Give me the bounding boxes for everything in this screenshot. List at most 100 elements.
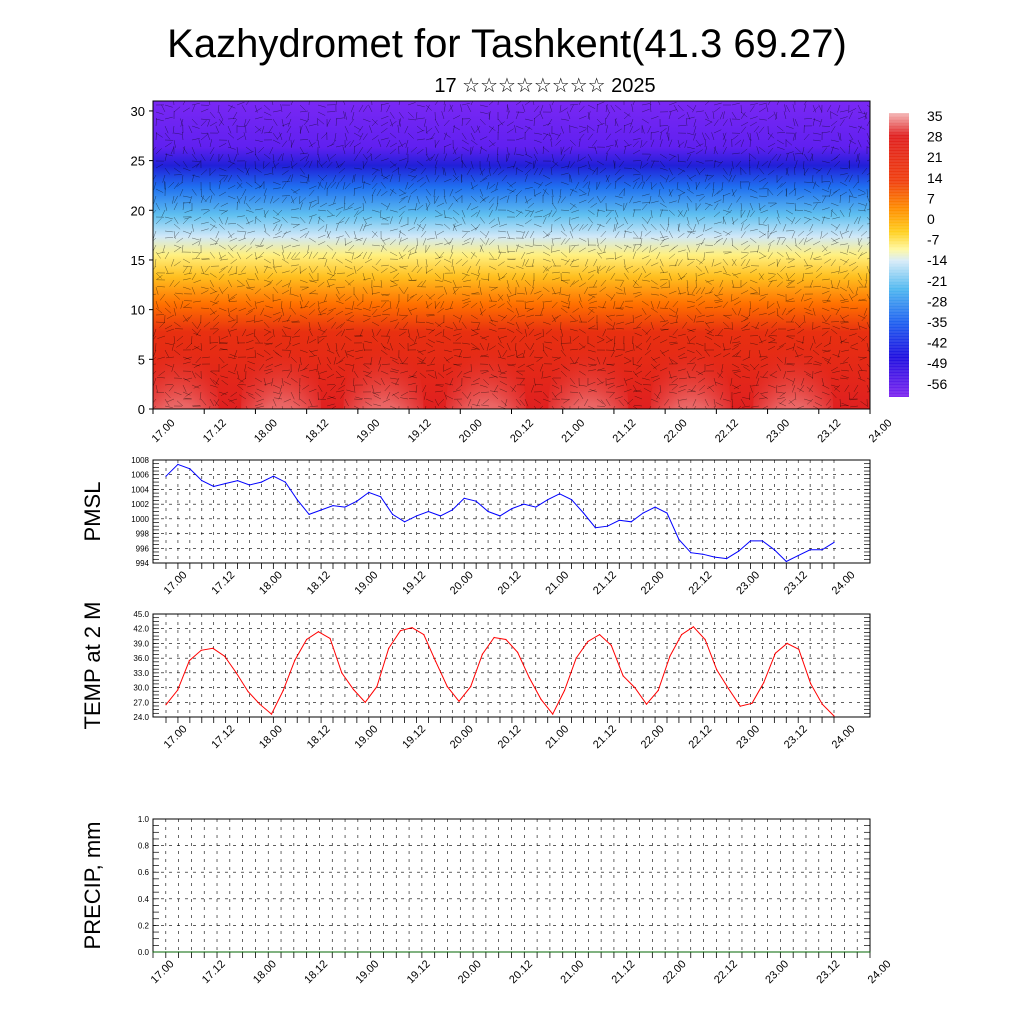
data-point xyxy=(282,689,284,692)
y-tick-label: 42.0 xyxy=(133,625,149,634)
y-tick-label: 1006 xyxy=(131,471,149,480)
data-point xyxy=(306,638,308,641)
y-tick-label: 0.4 xyxy=(138,895,150,904)
x-tick-label: 18.12 xyxy=(303,417,331,445)
x-tick-label: 22.12 xyxy=(686,723,714,751)
colorbar-label: -21 xyxy=(927,273,947,289)
x-tick-label: 17.00 xyxy=(150,417,178,445)
y-tick-label: 1000 xyxy=(131,515,149,524)
data-point xyxy=(678,538,680,541)
warm-anomaly xyxy=(445,329,526,409)
x-tick-label: 24.00 xyxy=(867,417,895,445)
data-point xyxy=(805,951,807,953)
x-tick-label: 24.00 xyxy=(830,569,858,597)
x-tick-label: 18.12 xyxy=(302,958,330,986)
data-point xyxy=(587,640,589,643)
data-point xyxy=(190,951,192,953)
data-point xyxy=(728,951,730,953)
data-point xyxy=(317,631,319,633)
x-tick-label: 21.12 xyxy=(610,958,638,986)
data-point xyxy=(547,499,549,501)
data-point xyxy=(404,521,406,523)
data-point xyxy=(224,655,226,657)
data-point xyxy=(458,700,460,702)
colorbar-label: 28 xyxy=(927,129,943,145)
x-tick-label: 18.00 xyxy=(251,958,279,986)
x-tick-label: 20.12 xyxy=(496,723,524,751)
data-point xyxy=(280,951,282,953)
data-point xyxy=(439,515,441,517)
data-point xyxy=(692,626,695,628)
data-point xyxy=(463,497,465,499)
y-tick-label: 1004 xyxy=(131,485,149,494)
data-point xyxy=(741,951,743,953)
data-point xyxy=(165,704,167,706)
colorbar-label: 35 xyxy=(927,108,943,124)
x-tick-label: 17.00 xyxy=(162,569,190,597)
x-tick-label: 19.00 xyxy=(352,723,380,751)
data-point xyxy=(329,637,331,640)
data-point xyxy=(415,515,418,517)
data-point xyxy=(318,951,320,953)
data-point xyxy=(821,549,823,551)
y-tick-label: 1008 xyxy=(131,456,149,465)
data-point xyxy=(201,480,203,482)
data-point xyxy=(308,513,310,516)
data-point xyxy=(296,499,298,501)
warm-anomaly xyxy=(153,329,219,409)
y-tick-label: 1002 xyxy=(131,500,149,509)
x-tick-label: 22.00 xyxy=(662,417,690,445)
data-point xyxy=(571,499,573,501)
data-point xyxy=(188,660,190,662)
data-point xyxy=(704,638,706,641)
data-point xyxy=(408,951,410,953)
data-point xyxy=(535,506,537,508)
x-tick-label: 18.12 xyxy=(305,723,333,751)
data-point xyxy=(178,951,180,953)
data-point xyxy=(536,951,538,953)
x-tick-label: 19.12 xyxy=(405,958,433,986)
data-point xyxy=(797,555,799,557)
warm-anomaly xyxy=(650,329,731,409)
data-point xyxy=(421,951,423,953)
data-point xyxy=(320,509,322,511)
data-point xyxy=(434,951,436,953)
data-point xyxy=(690,552,692,554)
data-point xyxy=(382,951,385,953)
data-point xyxy=(225,482,227,485)
data-point xyxy=(388,647,390,649)
y-tick-label: 27.0 xyxy=(133,698,149,707)
y-tick-label: 0.6 xyxy=(138,868,150,877)
data-point xyxy=(272,475,274,477)
data-point xyxy=(523,503,525,505)
data-point xyxy=(152,951,154,953)
x-tick-label: 22.12 xyxy=(713,417,741,445)
data-point xyxy=(216,951,218,953)
data-point xyxy=(549,951,551,953)
x-tick-label: 17.12 xyxy=(201,417,229,445)
wind-barbs xyxy=(153,101,870,409)
data-point xyxy=(831,951,833,953)
data-point xyxy=(666,512,668,514)
data-point xyxy=(761,540,764,542)
data-point xyxy=(610,644,612,647)
data-point xyxy=(293,951,295,953)
data-point xyxy=(575,657,577,659)
data-point xyxy=(177,689,179,691)
colorbar-label: -42 xyxy=(927,335,947,351)
y-tick-label: 30.0 xyxy=(133,684,149,693)
x-tick-label: 21.12 xyxy=(591,723,619,751)
data-point xyxy=(177,463,179,465)
warm-anomaly xyxy=(753,329,834,409)
x-tick-label: 18.00 xyxy=(257,569,285,597)
data-point xyxy=(411,627,413,629)
x-tick-label: 19.12 xyxy=(400,723,428,751)
data-point xyxy=(792,951,794,953)
y-tick-label: 5 xyxy=(138,352,145,367)
data-point xyxy=(726,558,728,560)
y-tick-label: 33.0 xyxy=(133,669,149,678)
x-tick-label: 21.00 xyxy=(543,569,571,597)
plot-frame xyxy=(152,613,871,718)
data-point xyxy=(751,702,753,704)
